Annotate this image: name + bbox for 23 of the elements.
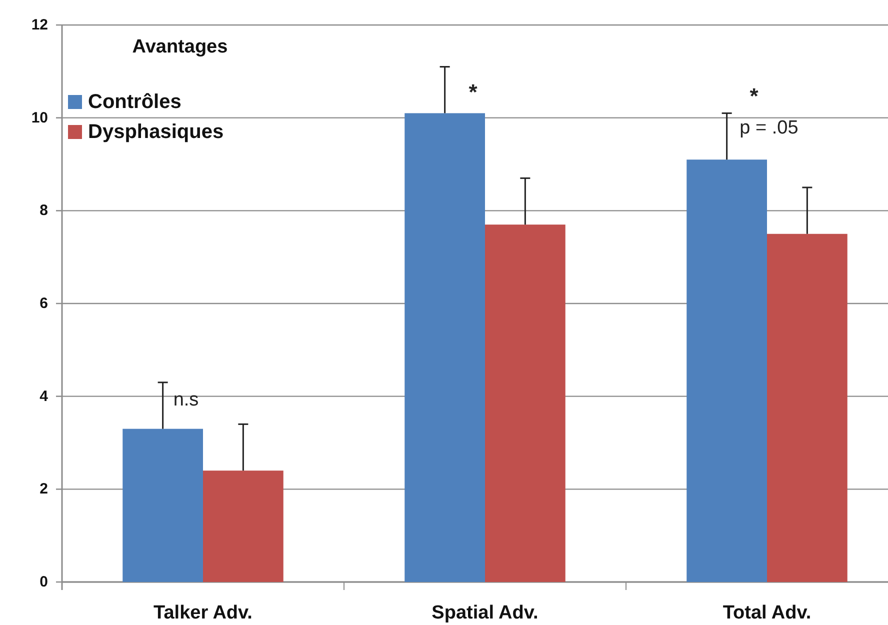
annotation: p = .05 — [740, 118, 798, 138]
bar — [122, 428, 203, 582]
y-tick-label: 2 — [40, 480, 48, 498]
legend-label: Dysphasiques — [88, 121, 224, 143]
bar — [767, 234, 848, 582]
y-tick-label: 8 — [40, 202, 48, 220]
x-tick-label: Talker Adv. — [154, 602, 252, 624]
y-tick-label: 0 — [40, 574, 48, 590]
annotation: * — [750, 84, 759, 108]
legend-title: Avantages — [132, 36, 228, 58]
y-tick-label: 6 — [40, 295, 48, 312]
y-tick-label: 10 — [31, 109, 48, 126]
bar — [686, 160, 767, 582]
annotation: * — [468, 80, 478, 104]
annotation: n.s — [173, 390, 199, 410]
bar — [485, 224, 566, 582]
y-tick-label: 12 — [31, 16, 48, 34]
bar — [203, 470, 284, 582]
bar — [404, 113, 485, 582]
legend-label: Contrôles — [88, 91, 182, 113]
x-tick-label: Spatial Adv. — [432, 602, 538, 624]
x-tick-label: Total Adv. — [722, 602, 812, 624]
y-tick-label: 4 — [40, 388, 49, 405]
